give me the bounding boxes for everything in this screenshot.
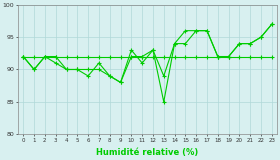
X-axis label: Humidité relative (%): Humidité relative (%) xyxy=(96,148,199,157)
